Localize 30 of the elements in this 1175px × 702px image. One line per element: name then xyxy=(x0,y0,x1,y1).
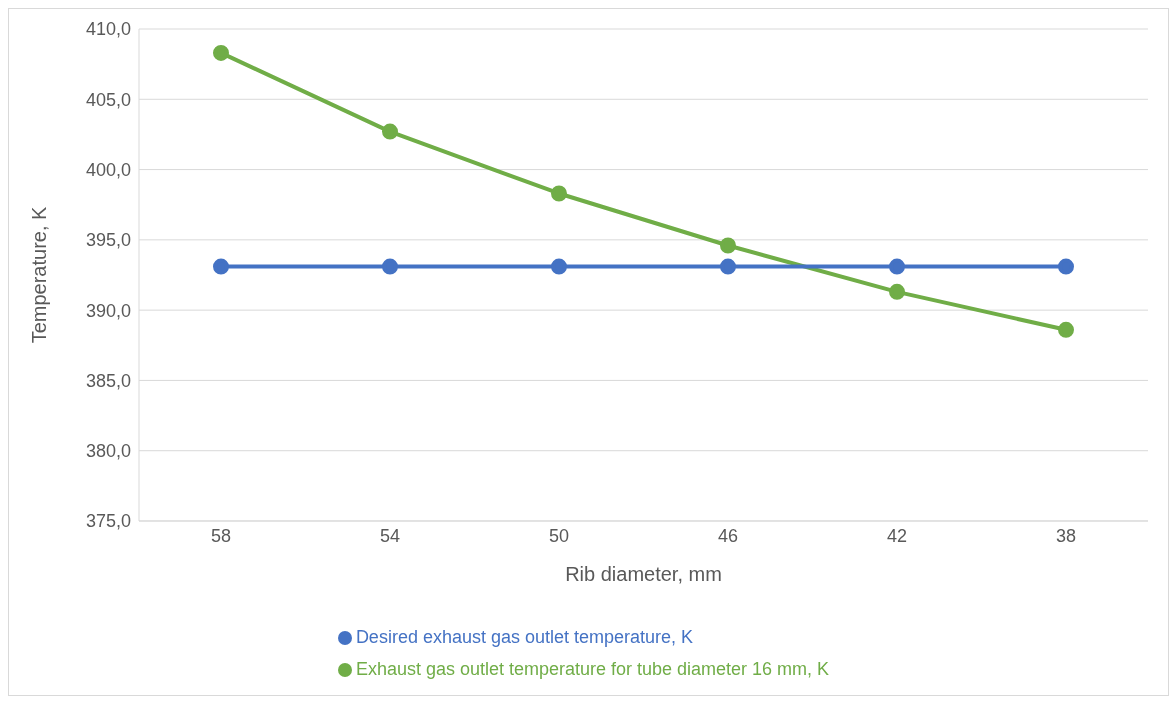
y-tick-label: 400,0 xyxy=(85,159,131,180)
y-axis-title: Temperature, K xyxy=(28,205,51,344)
y-tick-label: 395,0 xyxy=(85,230,131,251)
point xyxy=(551,258,567,275)
y-tick-label: 390,0 xyxy=(85,300,131,321)
point xyxy=(720,237,736,254)
x-tick-label: 38 xyxy=(1055,525,1077,546)
x-tick-label: 58 xyxy=(210,525,232,546)
legend-label: Desired exhaust gas outlet temperature, K xyxy=(355,627,694,647)
point xyxy=(213,258,229,275)
y-tick-label: 405,0 xyxy=(85,89,131,110)
x-tick-label: 46 xyxy=(717,525,739,546)
point xyxy=(551,185,567,202)
y-tick-label: 380,0 xyxy=(85,441,131,462)
point xyxy=(889,283,905,300)
x-axis-title: Rib diameter, mm xyxy=(565,563,722,585)
point xyxy=(213,44,229,61)
x-tick-label: 50 xyxy=(548,525,570,546)
x-tick-label: 54 xyxy=(379,525,401,546)
x-tick-label: 42 xyxy=(886,525,908,546)
y-tick-label: 385,0 xyxy=(85,370,131,391)
point xyxy=(1058,258,1074,275)
point xyxy=(1058,321,1074,338)
point xyxy=(720,258,736,275)
point xyxy=(889,258,905,275)
point xyxy=(382,123,398,140)
y-tick-label: 410,0 xyxy=(85,19,131,40)
point xyxy=(382,258,398,275)
legend-label: Exhaust gas outlet temperature for tube diameter 16 mm, K xyxy=(355,659,830,679)
y-tick-label: 375,0 xyxy=(85,511,131,532)
